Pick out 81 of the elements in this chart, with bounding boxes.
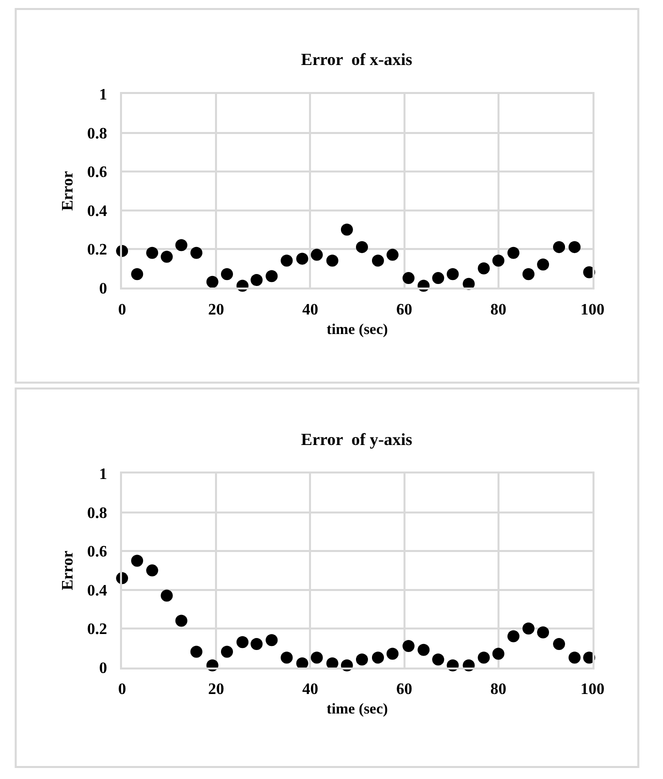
point xyxy=(553,638,566,650)
x-tick-label: 0 xyxy=(118,681,126,698)
point xyxy=(310,248,323,261)
x-axis-title: time (sec) xyxy=(326,702,388,718)
x-tick-label: 100 xyxy=(580,681,604,698)
point xyxy=(553,241,566,254)
point xyxy=(190,646,202,658)
x-axis-title: time (sec) xyxy=(326,322,388,338)
y-tick-label: 0.8 xyxy=(87,504,108,522)
point xyxy=(356,241,368,254)
chart-title: Error of x-axis xyxy=(301,50,413,69)
point xyxy=(175,614,188,627)
point xyxy=(220,646,233,658)
y-tick-label: 0.4 xyxy=(87,582,108,600)
y-tick-label: 0.4 xyxy=(87,202,108,220)
point xyxy=(537,258,550,270)
x-tick-label: 40 xyxy=(302,302,318,319)
point xyxy=(372,652,384,664)
point xyxy=(266,270,278,282)
point xyxy=(146,246,158,259)
point xyxy=(296,252,308,265)
point xyxy=(340,224,353,236)
point xyxy=(175,239,188,252)
y-tick-label: 0.2 xyxy=(87,621,108,638)
point xyxy=(160,250,173,263)
point xyxy=(326,254,338,267)
point xyxy=(568,652,581,664)
point xyxy=(310,652,323,664)
point xyxy=(206,276,218,288)
y-tick-label: 0.6 xyxy=(87,544,108,561)
y-tick-label: 1 xyxy=(99,86,108,104)
x-tick-label: 60 xyxy=(396,302,412,319)
point xyxy=(568,241,581,254)
x-tick-label: 80 xyxy=(490,302,506,319)
point xyxy=(220,268,233,280)
point xyxy=(402,272,415,284)
point xyxy=(280,254,293,267)
point xyxy=(478,652,490,664)
point xyxy=(356,654,368,666)
x-tick-label: 60 xyxy=(396,681,412,698)
point xyxy=(190,246,202,259)
point xyxy=(492,648,504,660)
y-tick-label: 0 xyxy=(99,280,108,298)
point xyxy=(446,268,459,280)
point xyxy=(372,254,384,267)
point xyxy=(386,648,399,660)
point xyxy=(522,622,534,635)
point xyxy=(418,644,430,656)
point xyxy=(492,254,504,267)
point xyxy=(266,634,278,646)
point xyxy=(280,652,293,664)
x-tick-label: 20 xyxy=(208,681,224,698)
y-axis-title: Error xyxy=(60,550,77,590)
y-tick-label: 0.6 xyxy=(87,164,108,182)
point xyxy=(250,274,263,286)
x-tick-label: 0 xyxy=(118,302,126,319)
y-axis-title: Error xyxy=(60,171,77,211)
x-tick-label: 40 xyxy=(302,681,318,698)
y-tick-label: 0.8 xyxy=(87,125,108,142)
point xyxy=(402,640,415,652)
point xyxy=(432,272,444,284)
point xyxy=(537,626,550,638)
x-tick-label: 80 xyxy=(490,681,506,698)
point xyxy=(131,268,144,280)
point xyxy=(386,248,399,261)
point xyxy=(160,590,173,602)
point xyxy=(131,554,144,567)
x-tick-label: 20 xyxy=(208,302,224,319)
point xyxy=(432,654,444,666)
point xyxy=(478,262,490,274)
point xyxy=(507,246,520,259)
x-tick-label: 100 xyxy=(580,302,604,319)
y-tick-label: 0 xyxy=(99,660,108,677)
point xyxy=(146,564,158,576)
chart-title: Error of y-axis xyxy=(301,430,413,449)
point xyxy=(522,268,534,280)
point xyxy=(507,630,520,642)
point xyxy=(236,636,248,648)
point xyxy=(250,638,263,650)
y-tick-label: 0.2 xyxy=(87,242,108,259)
y-tick-label: 1 xyxy=(99,466,108,484)
